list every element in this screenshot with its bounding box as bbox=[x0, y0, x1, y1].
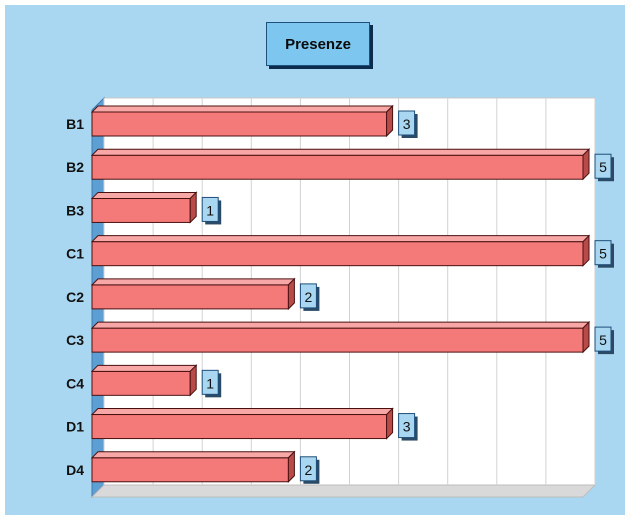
bar bbox=[91, 197, 191, 223]
category-label: C1 bbox=[66, 246, 84, 262]
category-label: D1 bbox=[66, 419, 84, 435]
bar bbox=[91, 327, 584, 353]
chart-title: Presenze bbox=[266, 22, 370, 66]
bar-side bbox=[189, 364, 197, 397]
value-box bbox=[299, 456, 317, 482]
category-label: B1 bbox=[66, 116, 84, 132]
bar-side bbox=[189, 191, 197, 224]
data-label: 2 bbox=[305, 289, 313, 305]
category-label: B2 bbox=[66, 159, 84, 175]
category-label: C2 bbox=[66, 289, 84, 305]
data-label: 3 bbox=[403, 419, 411, 435]
bar bbox=[91, 241, 584, 267]
bar-side bbox=[386, 104, 394, 138]
bar-top bbox=[90, 235, 591, 243]
value-box bbox=[594, 240, 612, 266]
bar bbox=[91, 154, 584, 180]
bar-top bbox=[90, 105, 394, 113]
bar-side bbox=[582, 320, 590, 354]
data-label: 1 bbox=[206, 202, 214, 218]
bar bbox=[91, 414, 388, 440]
bar-top bbox=[90, 278, 296, 286]
data-label: 5 bbox=[599, 159, 607, 175]
data-label: 3 bbox=[403, 116, 411, 132]
value-box bbox=[594, 326, 612, 352]
value-box bbox=[398, 110, 416, 136]
data-label: 1 bbox=[206, 375, 214, 391]
bar bbox=[91, 111, 388, 137]
bar-top bbox=[90, 321, 591, 329]
bar bbox=[91, 284, 289, 310]
data-label: 5 bbox=[599, 246, 607, 262]
category-label: B3 bbox=[66, 202, 84, 218]
bar-side bbox=[287, 277, 295, 311]
bar-side bbox=[287, 450, 295, 483]
bar-side bbox=[582, 234, 590, 267]
bar-side bbox=[582, 148, 590, 181]
bar-top bbox=[90, 191, 198, 199]
bar bbox=[91, 457, 289, 483]
data-label: 2 bbox=[305, 462, 313, 478]
value-box bbox=[594, 153, 612, 179]
bar-top bbox=[90, 364, 198, 372]
category-label: C3 bbox=[66, 332, 84, 348]
category-label: D4 bbox=[66, 462, 84, 478]
bar bbox=[91, 370, 191, 396]
value-box bbox=[201, 196, 219, 222]
value-box bbox=[299, 283, 317, 309]
value-box bbox=[201, 369, 219, 395]
data-label: 5 bbox=[599, 332, 607, 348]
bar-side bbox=[386, 407, 394, 440]
bar-top bbox=[90, 148, 591, 156]
value-box bbox=[398, 413, 416, 439]
floor bbox=[90, 484, 597, 498]
bar-top bbox=[90, 451, 296, 459]
bar-top bbox=[90, 408, 394, 416]
category-label: C4 bbox=[66, 375, 84, 391]
